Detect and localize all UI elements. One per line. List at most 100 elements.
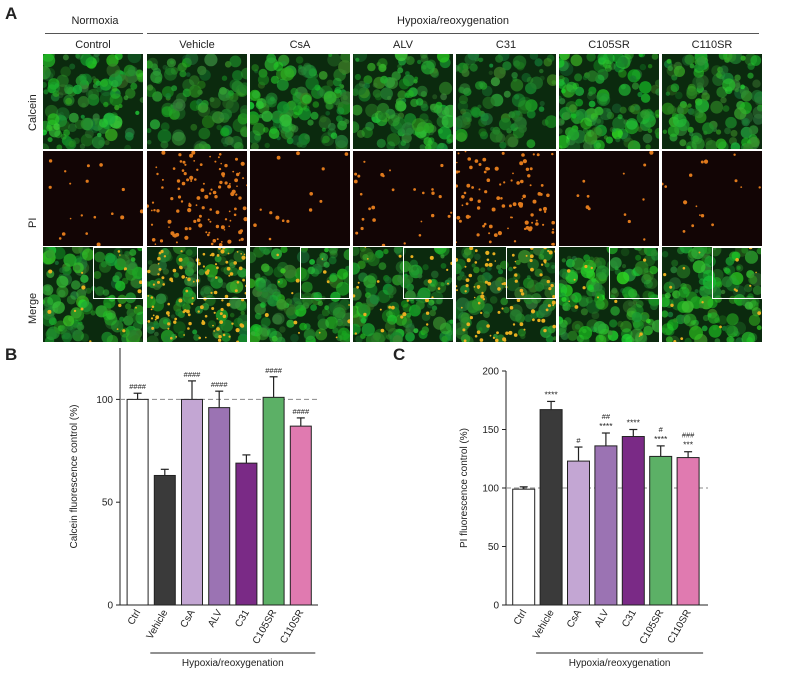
zoom-inset — [300, 247, 350, 299]
x-tick-label-vehicle: Vehicle — [145, 608, 171, 642]
bar-ctrl — [126, 398, 149, 606]
column-header-csa: CsA — [289, 39, 311, 51]
y-tick-label: 0 — [493, 601, 499, 612]
row-label-merge: Merge — [27, 292, 39, 324]
panel-letter-b: B — [5, 345, 18, 364]
normoxia-line — [45, 33, 143, 34]
y-tick-label: 150 — [482, 425, 499, 436]
significance-label: #### — [211, 380, 229, 389]
zoom-inset — [712, 247, 762, 299]
column-header-alv: ALV — [393, 39, 413, 51]
significance-label: **** — [654, 434, 668, 444]
bar-c31 — [235, 462, 258, 606]
x-tick-label-c110sr: C110SR — [666, 608, 694, 646]
y-tick-label: 0 — [107, 601, 113, 612]
micrograph-merge-c110sr — [662, 247, 762, 342]
micrograph-merge-c31 — [456, 247, 556, 342]
micrograph-calcein-c31 — [456, 54, 556, 149]
bar-c110sr — [676, 457, 700, 606]
y-tick-label: 50 — [102, 498, 114, 509]
x-tick-label-ctrl: Ctrl — [126, 608, 143, 627]
bar-vehicle — [153, 474, 176, 606]
significance-label: **** — [599, 421, 613, 431]
y-axis-label: Calcein fluorescence control (%) — [69, 405, 80, 549]
bar-ctrl — [512, 488, 536, 606]
x-tick-label-csa: CsA — [565, 608, 584, 630]
y-tick-label: 50 — [488, 542, 500, 553]
x-tick-label-c110sr: C110SR — [278, 608, 306, 646]
x-tick-label-c31: C31 — [620, 608, 639, 630]
group-label: Hypoxia/reoxygenation — [182, 658, 284, 669]
micrograph-merge-vehicle — [147, 247, 247, 342]
significance-label: # — [659, 425, 664, 434]
micrograph-calcein-c105sr — [559, 54, 659, 149]
row-label-calcein: Calcein — [27, 93, 39, 131]
bar-alv — [594, 445, 618, 606]
bar-vehicle — [539, 409, 563, 606]
micrograph-calcein-c110sr — [662, 54, 762, 149]
significance-label: #### — [292, 407, 310, 416]
zoom-inset — [609, 247, 659, 299]
x-tick-label-ctrl: Ctrl — [512, 608, 529, 627]
x-tick-label-c31: C31 — [233, 608, 252, 630]
bar-c105sr — [262, 396, 285, 606]
panel-letter-a: A — [5, 4, 18, 23]
zoom-inset — [93, 247, 143, 299]
significance-label: ### — [682, 431, 695, 440]
significance-label: #### — [184, 370, 202, 379]
zoom-inset — [506, 247, 556, 299]
y-tick-label: 100 — [96, 395, 113, 406]
panel-letter-c: C — [393, 345, 406, 364]
header-hypoxia: Hypoxia/reoxygenation — [397, 15, 509, 27]
micrograph-merge-control — [43, 247, 143, 342]
x-tick-label-c105sr: C105SR — [251, 608, 279, 646]
significance-label: # — [576, 436, 581, 445]
x-tick-label-alv: ALV — [206, 608, 225, 630]
micrograph-pi-c105sr — [559, 151, 659, 246]
significance-label: **** — [627, 418, 641, 428]
hypoxia-line — [147, 33, 759, 34]
micrograph-merge-alv — [353, 247, 453, 342]
micrograph-pi-alv — [353, 151, 453, 246]
micrograph-calcein-csa — [250, 54, 350, 149]
bar-c31 — [621, 436, 645, 606]
micrograph-calcein-vehicle — [147, 54, 247, 149]
column-header-c105sr: C105SR — [588, 39, 630, 51]
significance-label: **** — [544, 389, 558, 399]
significance-label: *** — [683, 440, 694, 450]
group-label: Hypoxia/reoxygenation — [569, 658, 671, 669]
zoom-inset — [197, 247, 247, 299]
bar-c105sr — [649, 455, 673, 606]
pi-bar-chart: 0 50 100 150 200 PI fluorescence control (%) C… — [459, 367, 708, 669]
x-tick-label-alv: ALV — [593, 608, 612, 630]
significance-label: ## — [602, 412, 611, 421]
bar-csa — [181, 398, 203, 606]
calcein-bar-chart: 0 50 100 Calcein fluorescence control (%) ##… — [69, 348, 318, 669]
micrograph-pi-control — [43, 151, 143, 246]
row-label-pi: PI — [27, 217, 39, 228]
micrograph-pi-c31 — [456, 151, 556, 246]
bar-alv — [208, 407, 231, 606]
column-header-c110sr: C110SR — [691, 39, 733, 51]
bar-c110sr — [289, 425, 312, 606]
micrograph-merge-c105sr — [559, 247, 659, 342]
micrograph-pi-csa — [250, 151, 350, 246]
column-header-control: Control — [75, 39, 111, 51]
x-tick-label-c105sr: C105SR — [638, 608, 666, 646]
micrograph-calcein-alv — [353, 54, 453, 149]
significance-label: #### — [129, 382, 147, 391]
x-tick-label-csa: CsA — [179, 608, 198, 630]
y-tick-label: 200 — [482, 367, 499, 378]
x-tick-label-vehicle: Vehicle — [531, 608, 557, 642]
y-axis-label: PI fluorescence control (%) — [459, 428, 470, 548]
micrograph-calcein-control — [43, 54, 143, 149]
significance-label: #### — [265, 366, 283, 375]
micrograph-pi-c110sr — [662, 151, 762, 246]
zoom-inset — [403, 247, 453, 299]
micrograph-merge-csa — [250, 247, 350, 342]
y-tick-label: 100 — [482, 484, 499, 495]
header-normoxia: Normoxia — [71, 15, 119, 27]
column-header-c31: C31 — [495, 39, 517, 51]
column-header-vehicle: Vehicle — [179, 39, 215, 51]
bar-csa — [567, 460, 590, 606]
